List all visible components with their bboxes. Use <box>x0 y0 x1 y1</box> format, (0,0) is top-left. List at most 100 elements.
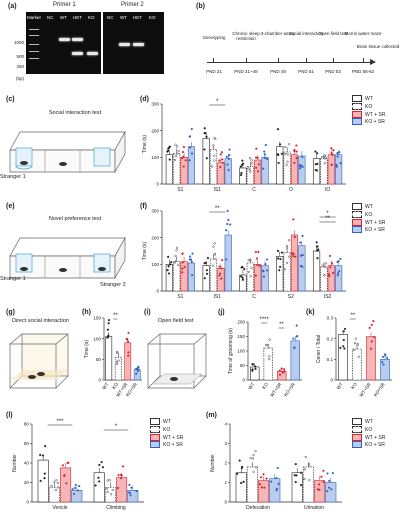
data-point <box>174 154 178 157</box>
data-point <box>301 253 304 257</box>
bar <box>173 261 181 292</box>
data-point <box>203 131 206 135</box>
x-tick-label: S2 <box>288 294 294 300</box>
lane-wt-2: WT <box>120 15 127 20</box>
data-point <box>125 338 128 341</box>
data-point <box>220 151 224 154</box>
data-point <box>240 481 243 485</box>
legend-item: WT <box>150 418 183 426</box>
data-point <box>174 254 177 257</box>
y-tick-label: 0 <box>330 378 333 383</box>
y-tick-label: 100 <box>151 155 159 160</box>
x-tick-label: IS2 <box>324 294 332 300</box>
data-point <box>227 157 230 160</box>
bar <box>338 334 348 381</box>
data-point <box>321 264 324 267</box>
event-brain-tissue: Brain tissue collected <box>356 44 400 49</box>
data-point <box>330 163 333 166</box>
data-point <box>308 479 311 482</box>
data-point <box>321 155 324 159</box>
data-point <box>370 323 373 327</box>
x-tick-label: IS1 <box>213 187 221 193</box>
data-point <box>212 245 215 248</box>
data-point <box>295 324 298 327</box>
data-point <box>167 272 171 275</box>
data-point <box>128 491 132 495</box>
data-point <box>298 167 301 170</box>
data-point <box>106 479 109 482</box>
data-point <box>98 463 101 466</box>
x-tick-label: IS1 <box>213 294 221 300</box>
data-point <box>239 173 243 177</box>
bar <box>71 490 83 503</box>
event-open-field: Open field test <box>318 31 348 36</box>
y-tick-label: 50 <box>96 357 102 362</box>
data-point <box>248 157 252 160</box>
data-point <box>184 159 187 162</box>
data-point <box>277 153 280 157</box>
data-point <box>251 363 254 366</box>
panel-label-b: (b) <box>196 3 205 10</box>
data-point <box>255 147 258 150</box>
legend-item: WT <box>352 418 385 426</box>
data-point <box>206 257 210 260</box>
data-point <box>127 351 130 354</box>
data-point <box>299 241 302 244</box>
data-point <box>127 354 130 357</box>
data-point <box>249 275 252 278</box>
legend-f: WT KO WT + SR KO + SR <box>352 203 385 234</box>
legend-m: WT KO WT + SR KO + SR <box>352 418 385 449</box>
data-point <box>176 145 179 148</box>
day-2: PND 21~48 <box>234 69 258 74</box>
legend-item: WT <box>352 95 385 103</box>
gel-band <box>133 43 144 46</box>
data-point <box>127 331 130 334</box>
data-point <box>284 268 287 271</box>
timeline-tick <box>213 58 214 62</box>
bar <box>325 482 337 503</box>
data-point <box>293 150 296 153</box>
data-point <box>227 218 230 222</box>
data-point <box>175 246 179 249</box>
data-point <box>370 340 374 343</box>
data-point <box>218 265 221 268</box>
chart-panel-label: (f) <box>140 203 147 210</box>
panel-g-title: Direct social interaction <box>12 318 69 324</box>
data-point <box>228 148 231 151</box>
timeline-tick <box>246 58 247 62</box>
data-point <box>293 161 296 164</box>
data-point <box>299 264 303 268</box>
y-tick-label: 0 <box>26 500 29 505</box>
data-point <box>332 149 335 152</box>
y-axis-label: Cener / Total <box>316 335 322 363</box>
data-point <box>292 337 295 340</box>
stranger-2-label: Stranger 2 <box>100 282 126 288</box>
data-point <box>275 477 278 480</box>
y-tick-label: 0 <box>98 378 101 383</box>
data-point <box>295 150 298 153</box>
data-point <box>315 241 318 244</box>
data-point <box>266 269 269 272</box>
data-point <box>229 223 232 226</box>
data-point <box>263 153 266 156</box>
data-point <box>135 367 138 370</box>
data-point <box>189 146 192 149</box>
bar <box>366 336 376 381</box>
data-point <box>342 338 345 342</box>
stranger-1-label: Stranger 1 <box>0 174 26 180</box>
data-point <box>336 260 339 264</box>
y-axis-label: Number <box>210 454 216 472</box>
bar <box>224 158 232 185</box>
chart-panel-label: (l) <box>6 412 13 419</box>
legend-item: KO + SR <box>150 441 183 449</box>
y-axis-label: Time (s) <box>142 135 148 153</box>
data-point <box>41 454 44 457</box>
data-point <box>247 270 250 274</box>
data-point <box>181 252 184 255</box>
y-tick-label: 200 <box>237 320 245 325</box>
data-point <box>226 209 229 213</box>
bar <box>327 265 335 292</box>
